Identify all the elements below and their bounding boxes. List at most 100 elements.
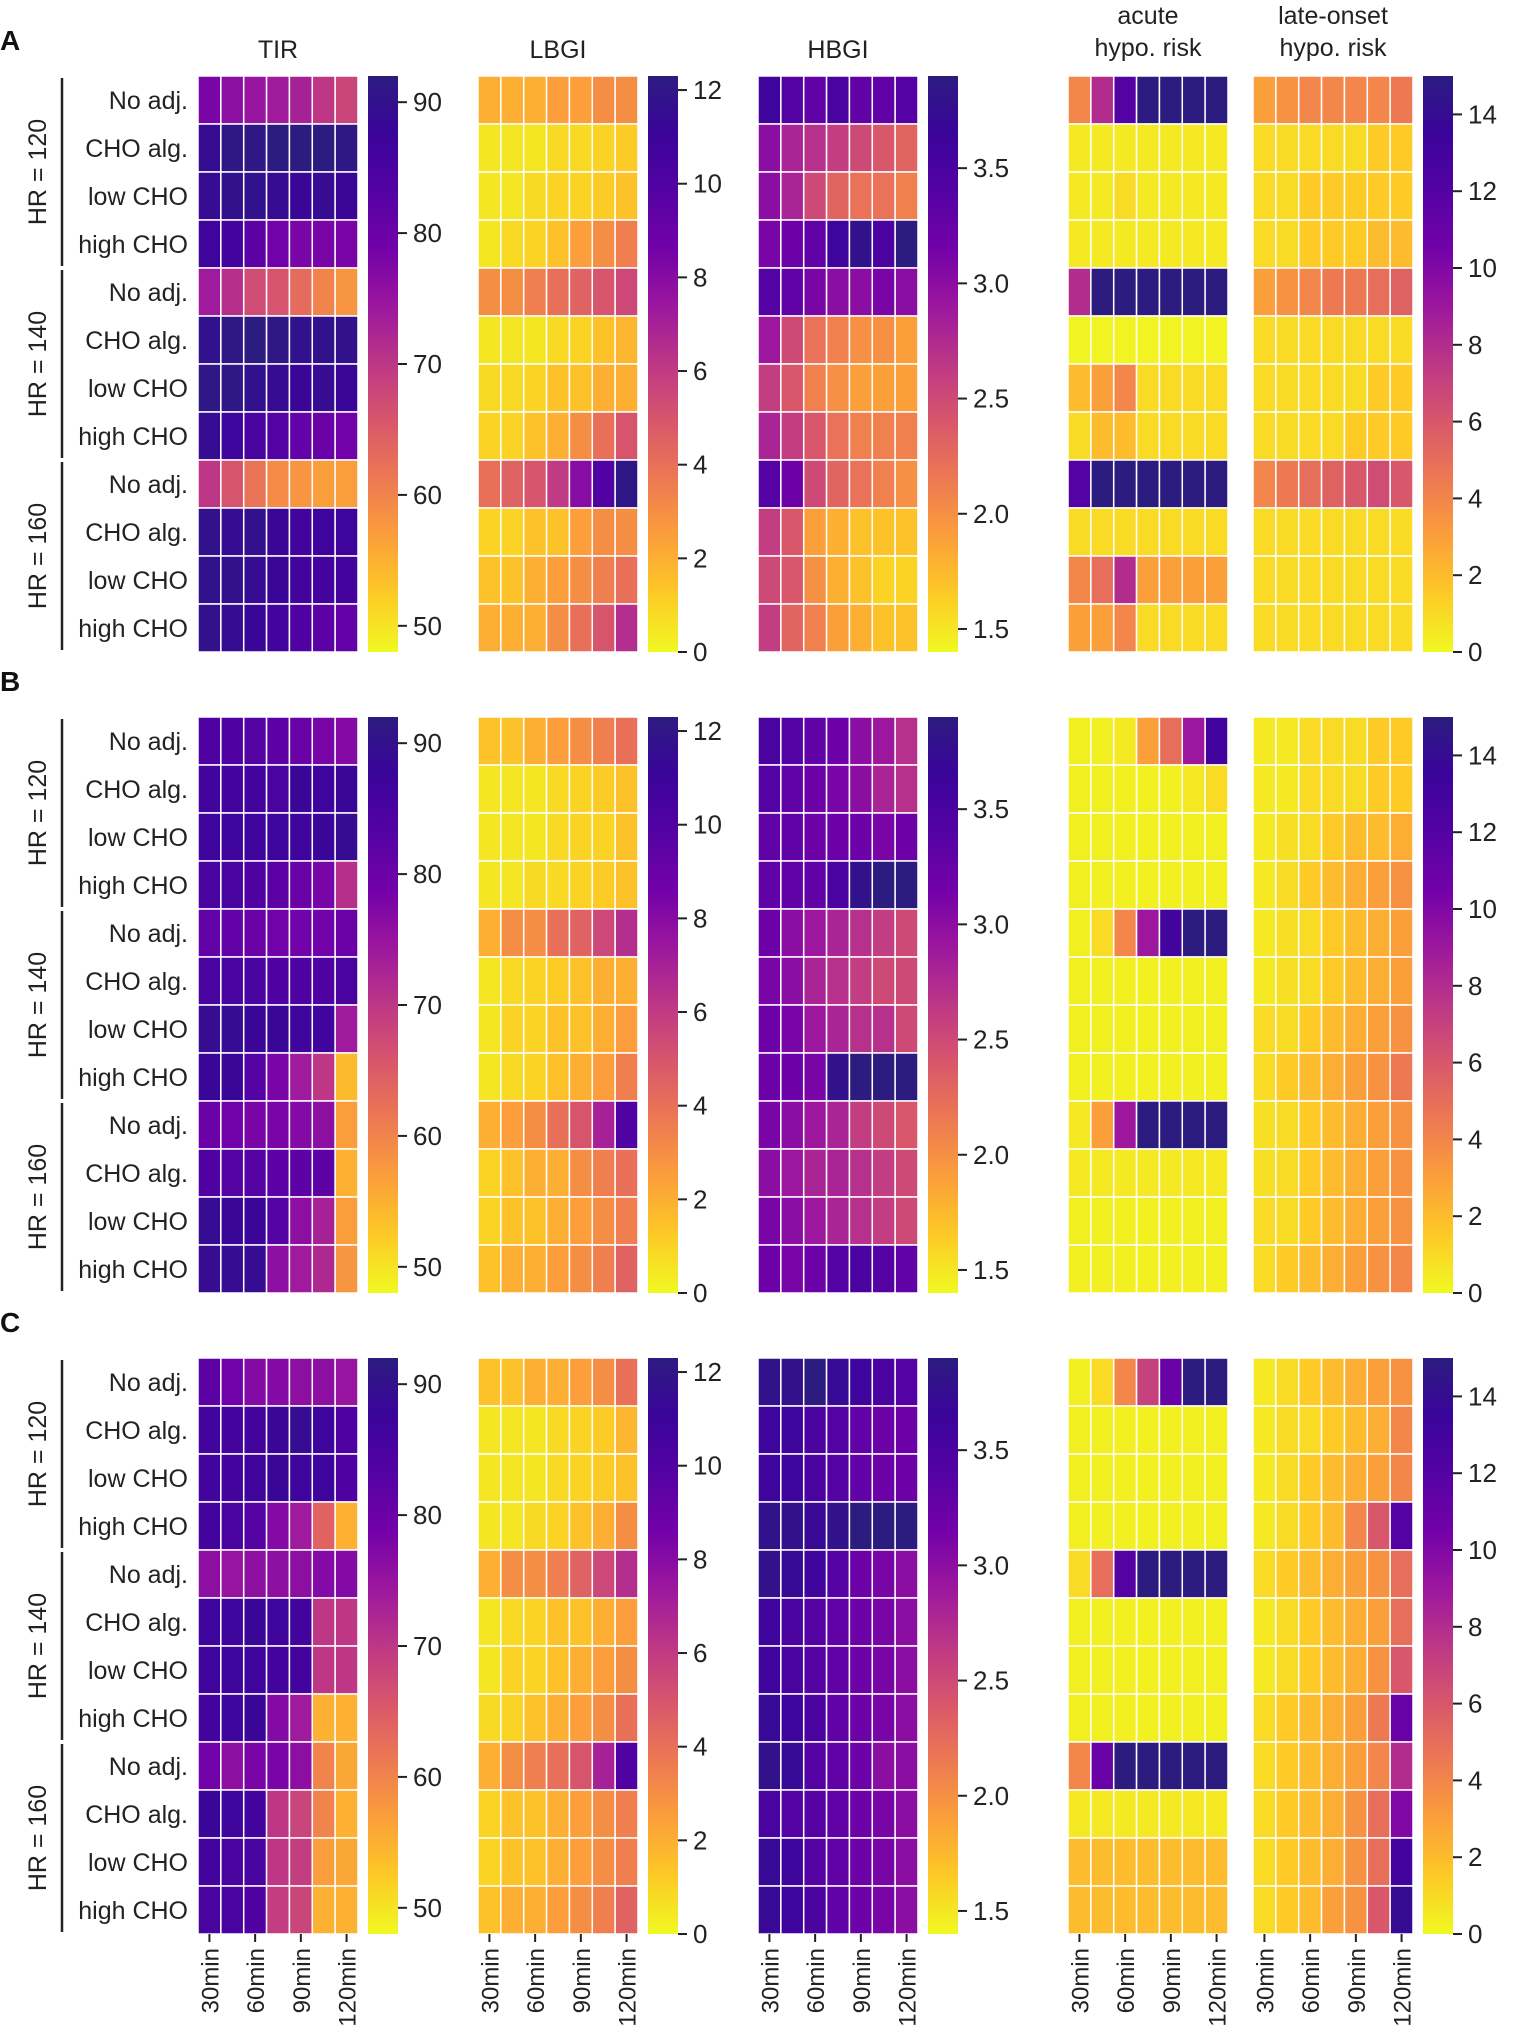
heatmap-cell: [757, 1501, 782, 1551]
heatmap-cell: [522, 411, 548, 461]
heatmap-cell: [1366, 267, 1391, 317]
heatmap-cell: [220, 1837, 245, 1887]
heatmap-cell: [545, 1597, 571, 1647]
heatmap-cell: [568, 1100, 594, 1150]
heatmap-cell: [1343, 716, 1369, 766]
heatmap-cell: [1158, 1549, 1184, 1599]
heatmap-cell: [545, 1453, 571, 1503]
heatmap-cell: [757, 507, 782, 557]
heatmap-cell: [477, 1100, 502, 1150]
heatmap-cell: [614, 1453, 639, 1503]
heatmap-cell: [522, 1693, 548, 1743]
heatmap-cell: [1067, 1148, 1092, 1198]
heatmap-cell: [311, 764, 336, 814]
heatmap-cell: [568, 1693, 594, 1743]
heatmap-cell: [1135, 956, 1161, 1006]
heatmap-cell: [311, 1052, 336, 1102]
heatmap-cell: [1135, 1837, 1161, 1887]
colorbar-tick-label: 70: [413, 1631, 442, 1661]
row-label: high CHO: [78, 1705, 188, 1733]
heatmap-cell: [197, 1004, 222, 1054]
heatmap-cell: [197, 267, 222, 317]
x-axis: 30min 60min 90min 120min 30min 60min 90min 120m…: [197, 1934, 1417, 2027]
colorbar-tick-label: 4: [693, 450, 707, 480]
heatmap-cell: [1252, 716, 1277, 766]
heatmap-cell: [591, 956, 616, 1006]
heatmap-cell: [242, 267, 268, 317]
heatmap-cell: [780, 459, 805, 509]
heatmap-cell: [802, 1741, 828, 1791]
heatmap-cell: [848, 555, 874, 605]
heatmap-cell: [334, 764, 359, 814]
heatmap-cell: [848, 812, 874, 862]
heatmap-cell: [591, 1148, 616, 1198]
heatmap-cell: [220, 860, 245, 910]
heatmap-cell: [1343, 812, 1369, 862]
heatmap-cell: [825, 1052, 851, 1102]
heatmap-cell: [1181, 908, 1206, 958]
heatmap-cell: [1252, 1244, 1277, 1294]
heatmap-cell: [1067, 267, 1092, 317]
colorbar-tick-label: 60: [413, 480, 442, 510]
metric-title-lbgi: LBGI: [530, 36, 587, 64]
heatmap-cell: [334, 1100, 359, 1150]
heatmap-cell: [802, 363, 828, 413]
heatmap-cell: [1297, 1004, 1323, 1054]
heatmap-lbgi: [477, 1357, 639, 1935]
heatmap-cell: [311, 123, 336, 173]
heatmap-cell: [220, 1357, 245, 1407]
heatmap-cell: [220, 812, 245, 862]
heatmap-cell: [780, 411, 805, 461]
heatmap-cell: [334, 123, 359, 173]
heatmap-cell: [477, 1549, 502, 1599]
heatmap-cell: [288, 716, 314, 766]
heatmap-cell: [1067, 956, 1092, 1006]
heatmap-cell: [545, 1052, 571, 1102]
heatmap-cell: [1204, 1004, 1229, 1054]
heatmap-cell: [802, 1885, 828, 1935]
heatmap-cell: [1275, 1453, 1300, 1503]
heatmap-cell: [545, 1837, 571, 1887]
heatmap-cell: [568, 75, 594, 125]
heatmap-cell: [311, 1693, 336, 1743]
heatmap-cell: [1343, 75, 1369, 125]
heatmap-cell: [197, 1148, 222, 1198]
heatmap-cell: [1389, 956, 1414, 1006]
heatmap-cell: [871, 1645, 896, 1695]
heatmap-cell: [1252, 507, 1277, 557]
heatmap-cell: [1389, 459, 1414, 509]
heatmap-cell: [1320, 812, 1346, 862]
heatmap-cell: [1067, 1453, 1092, 1503]
heatmap-cell: [1090, 1693, 1115, 1743]
heatmap-cell: [500, 1100, 525, 1150]
heatmap-cell: [1366, 75, 1391, 125]
heatmap-cell: [614, 956, 639, 1006]
heatmap-cell: [288, 1549, 314, 1599]
heatmap-cell: [1112, 555, 1138, 605]
heatmap-cell: [545, 267, 571, 317]
heatmap-cell: [1204, 1357, 1229, 1407]
heatmap-cell: [1112, 123, 1138, 173]
colorbar-tick-label: 90: [413, 1369, 442, 1399]
row-label: high CHO: [78, 423, 188, 451]
heatmap-cell: [1135, 315, 1161, 365]
heatmap-cell: [522, 1789, 548, 1839]
heatmap-cell: [288, 1501, 314, 1551]
colorbar-tick-label: 2.5: [973, 1025, 1009, 1055]
heatmap-cell: [1320, 1741, 1346, 1791]
heatmap-cell: [477, 315, 502, 365]
heatmap-cell: [1320, 1357, 1346, 1407]
colorbar-tick-label: 0: [693, 637, 707, 667]
heatmap-cell: [265, 1837, 291, 1887]
heatmap-cell: [477, 603, 502, 653]
heatmap-cell: [1275, 1789, 1300, 1839]
heatmap-cell: [1343, 1837, 1369, 1887]
heatmap-cell: [1275, 75, 1300, 125]
heatmap-cell: [242, 716, 268, 766]
heatmap-cell: [1158, 764, 1184, 814]
heatmap-cell: [1158, 1645, 1184, 1695]
heatmap-cell: [1135, 1453, 1161, 1503]
heatmap-cell: [591, 123, 616, 173]
heatmap-cell: [477, 1741, 502, 1791]
heatmap-cell: [757, 860, 782, 910]
